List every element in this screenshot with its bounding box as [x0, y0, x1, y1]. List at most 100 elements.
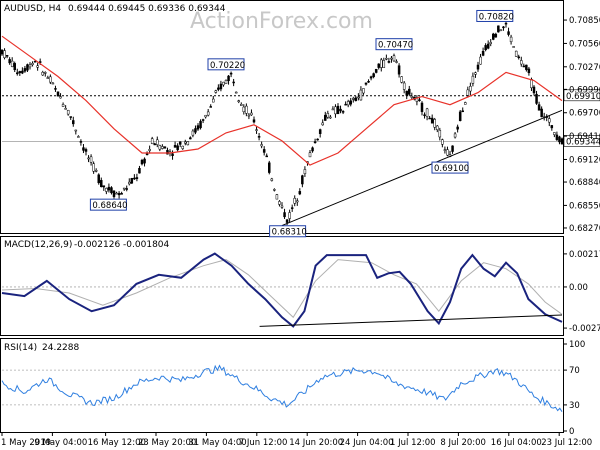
candle-body	[242, 106, 246, 113]
candle-body	[334, 106, 337, 115]
candle-body	[214, 90, 218, 93]
candle-body	[181, 145, 184, 149]
candle-body	[158, 145, 162, 150]
candle-body	[61, 104, 65, 107]
candle-body	[476, 64, 480, 70]
x-axis-tick-label: 9 May 04:00	[34, 438, 87, 448]
price-annotation-label: 0.69100	[434, 164, 469, 174]
candle-body	[128, 181, 131, 185]
candle-body	[194, 128, 197, 133]
candle-body	[486, 43, 490, 49]
candle-body	[469, 86, 472, 92]
x-axis-tick-label: 23 Jul 12:00	[541, 438, 592, 448]
candle-body	[560, 138, 564, 145]
candle-body	[156, 139, 159, 145]
x-axis-tick-label: 8 Jul 20:00	[440, 438, 486, 448]
candle-body	[341, 111, 345, 113]
candle-body	[222, 81, 225, 86]
x-axis-tick-label: 7 Jun 12:00	[239, 438, 288, 448]
candle-body	[423, 114, 426, 116]
candle-body	[100, 180, 103, 188]
candle-body	[441, 139, 444, 145]
x-axis-tick-label: 14 Jun 20:00	[289, 438, 343, 448]
candle-body	[130, 178, 134, 184]
candle-body	[453, 133, 457, 138]
candle-body	[21, 70, 24, 74]
candle-body	[23, 68, 27, 72]
candle-body	[153, 143, 156, 146]
candle-body	[339, 108, 342, 112]
candle-body	[278, 201, 281, 205]
candle-body	[548, 118, 551, 123]
candle-body	[150, 138, 154, 145]
candle-body	[275, 194, 279, 200]
candle-body	[112, 190, 116, 197]
candle-body	[489, 42, 492, 45]
candle-body	[311, 147, 314, 152]
candle-body	[5, 55, 9, 57]
candle-body	[364, 82, 368, 85]
x-axis-tick-label: 1 Jul 12:00	[390, 438, 436, 448]
candle-body	[166, 149, 169, 155]
candle-body	[387, 61, 391, 63]
candle-body	[301, 175, 304, 185]
candle-body	[362, 88, 365, 94]
candle-body	[374, 68, 378, 73]
candle-body	[72, 120, 75, 125]
macd-line	[1, 252, 563, 328]
price-annotation-box	[431, 161, 469, 174]
x-axis-tick-label: 1 May 2019	[1, 438, 51, 448]
x-axis-tick-label: 31 May 04:00	[188, 438, 246, 448]
x-axis-tick-label: 16 Jul 04:00	[491, 438, 542, 448]
candle-body	[324, 114, 327, 121]
candle-body	[186, 141, 190, 146]
macd-panel-values: -0.002126 -0.001804	[74, 240, 170, 250]
candle-body	[425, 108, 429, 117]
candle-body	[51, 82, 55, 85]
candle-body	[229, 72, 233, 75]
candle-body	[492, 33, 495, 40]
candle-body	[346, 101, 350, 106]
price-annotation-label: 0.68310	[272, 228, 307, 238]
candle-body	[201, 119, 205, 121]
candle-body	[138, 168, 141, 174]
candle-body	[349, 100, 352, 105]
candle-body	[400, 76, 403, 83]
candle-body	[377, 63, 380, 68]
candle-body	[84, 149, 88, 152]
candle-body	[288, 212, 291, 219]
candle-body	[16, 72, 19, 75]
candle-body	[245, 105, 248, 114]
candle-body	[206, 111, 210, 116]
candle-body	[262, 149, 266, 153]
candle-body	[38, 61, 42, 63]
candle-body	[329, 116, 332, 119]
candle-body	[517, 56, 520, 59]
candle-body	[433, 119, 436, 128]
chart-lines-layer: 0.68640 0.70220 0.68310 0.70470 0.69100 0.708…	[0, 9, 600, 412]
price-annotation-box	[269, 225, 307, 238]
candle-body	[497, 25, 500, 33]
candle-body	[234, 91, 238, 94]
candle-body	[260, 144, 263, 147]
candle-body	[443, 149, 447, 151]
candle-body	[110, 187, 113, 194]
candle-body	[199, 121, 202, 129]
candle-body	[522, 65, 526, 68]
candle-body	[316, 138, 319, 141]
candle-body	[133, 177, 136, 180]
candle-body	[367, 81, 370, 83]
candle-body	[224, 80, 228, 84]
candle-body	[102, 185, 106, 188]
price-annotation-box	[375, 38, 413, 51]
candle-body	[525, 64, 528, 70]
candle-body	[344, 103, 347, 106]
moving-average-line	[1, 35, 563, 166]
candle-body	[504, 22, 508, 25]
rsi-axis-tick-label: 30	[569, 401, 580, 411]
candle-body	[59, 96, 62, 99]
candle-body	[385, 58, 388, 60]
